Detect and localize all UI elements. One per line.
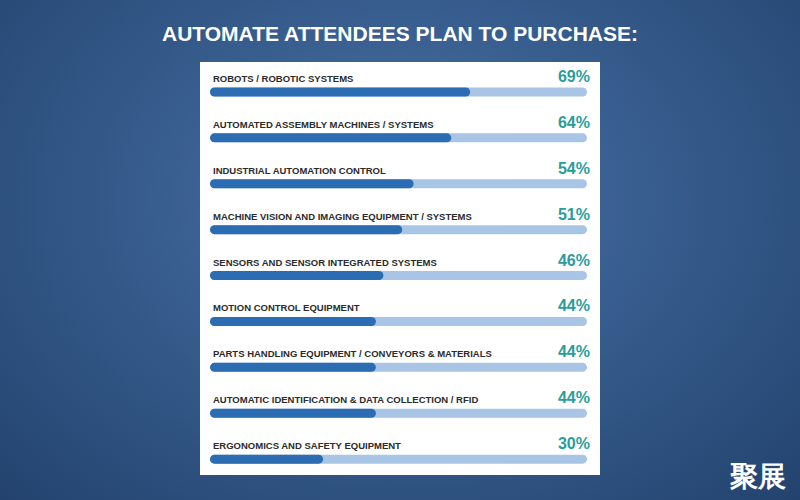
svg-text:ERGONOMICS AND SAFETY EQUIPMEN: ERGONOMICS AND SAFETY EQUIPMENT xyxy=(213,440,401,451)
svg-text:30%: 30% xyxy=(558,435,590,452)
svg-text:51%: 51% xyxy=(558,206,590,223)
svg-text:AUTOMATED ASSEMBLY MACHINES /: AUTOMATED ASSEMBLY MACHINES / SYSTEMS xyxy=(213,119,433,130)
svg-text:PARTS HANDLING EQUIPMENT / CON: PARTS HANDLING EQUIPMENT / CONVEYORS & M… xyxy=(213,348,492,359)
svg-text:64%: 64% xyxy=(558,114,590,131)
svg-text:INDUSTRIAL AUTOMATION CONTROL: INDUSTRIAL AUTOMATION CONTROL xyxy=(213,165,386,176)
svg-text:44%: 44% xyxy=(558,343,590,360)
svg-text:44%: 44% xyxy=(558,297,590,314)
svg-text:MACHINE VISION AND IMAGING EQU: MACHINE VISION AND IMAGING EQUIPMENT / S… xyxy=(213,211,472,222)
svg-text:ROBOTS / ROBOTIC SYSTEMS: ROBOTS / ROBOTIC SYSTEMS xyxy=(213,73,353,84)
svg-text:54%: 54% xyxy=(558,160,590,177)
svg-text:AUTOMATE ATTENDEES PLAN TO PUR: AUTOMATE ATTENDEES PLAN TO PURCHASE: xyxy=(162,22,638,45)
svg-text:46%: 46% xyxy=(558,252,590,269)
svg-text:聚展: 聚展 xyxy=(729,460,786,493)
svg-text:44%: 44% xyxy=(558,389,590,406)
svg-text:69%: 69% xyxy=(558,68,590,85)
svg-text:AUTOMATIC IDENTIFICATION & DAT: AUTOMATIC IDENTIFICATION & DATA COLLECTI… xyxy=(213,394,478,405)
svg-text:MOTION CONTROL EQUIPMENT: MOTION CONTROL EQUIPMENT xyxy=(213,302,360,313)
svg-text:SENSORS AND SENSOR INTEGRATED: SENSORS AND SENSOR INTEGRATED SYSTEMS xyxy=(213,257,437,268)
